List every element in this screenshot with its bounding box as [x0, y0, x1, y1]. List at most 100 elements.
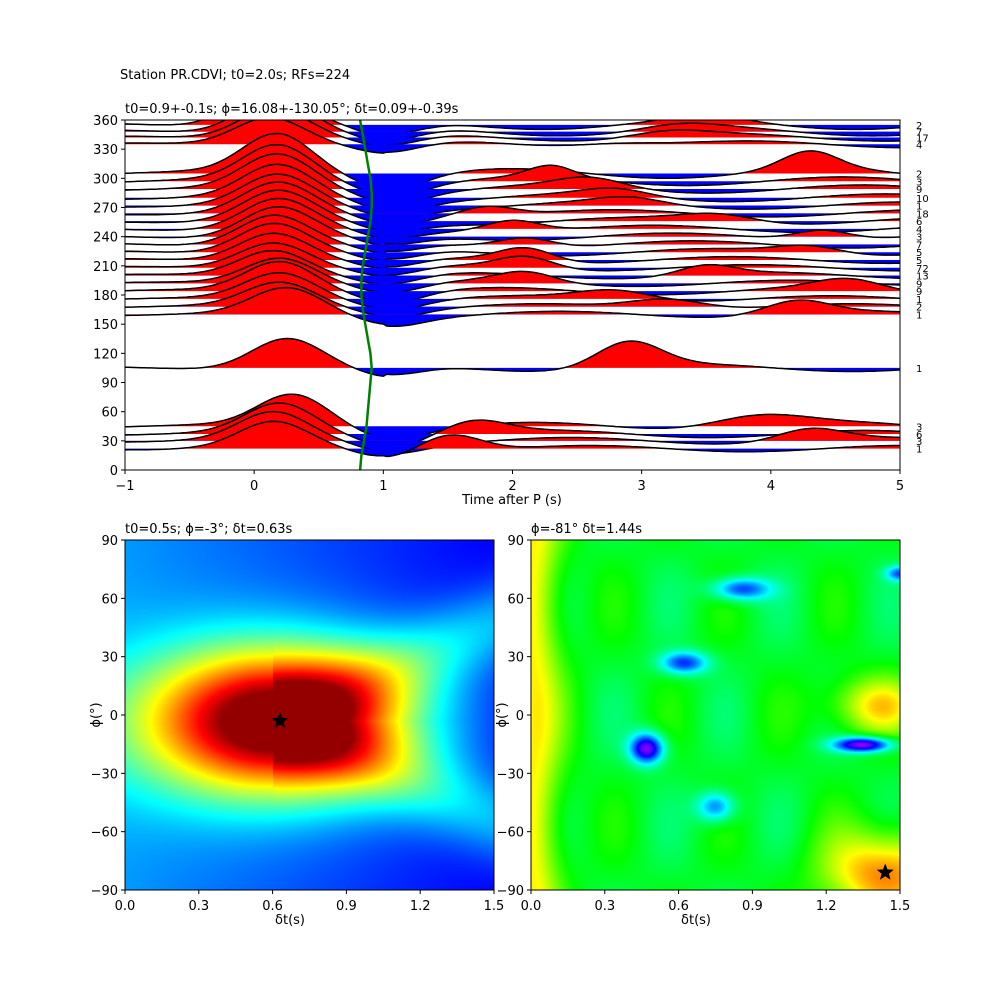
x-tick-label: 1.2	[816, 899, 837, 914]
trace-negative-fill	[125, 367, 900, 377]
y-tick-label: 30	[507, 651, 524, 666]
trace-count-label: 4	[916, 225, 922, 236]
trace-positive-fill	[125, 287, 900, 315]
top-y-axis: 0 30 60 90 120 150 180 210 240 270 300 330 360	[93, 114, 125, 479]
y-tick-label: −60	[497, 826, 524, 841]
right-panel-title: ϕ=-81° δt=1.44s	[531, 522, 642, 537]
right-y-axis-label: ϕ(°)	[495, 702, 510, 727]
right-heatmap	[531, 540, 900, 890]
trace-count-label: 7	[916, 128, 922, 139]
x-tick-label: 0.3	[188, 899, 209, 914]
trace-count-label: 1	[916, 364, 922, 375]
y-tick-label: 60	[507, 592, 524, 607]
trace-line	[125, 197, 900, 239]
trace-count-label: 6	[916, 217, 922, 228]
trace-positive-fill	[125, 120, 900, 145]
x-tick-label: 4	[767, 479, 775, 494]
trace-line	[125, 286, 900, 328]
trace-line	[125, 337, 900, 377]
trace-line	[125, 163, 900, 213]
trace-line	[125, 242, 900, 277]
y-tick-label: −30	[91, 767, 118, 782]
y-tick-label: −90	[497, 884, 524, 899]
best-fit-star	[271, 711, 289, 729]
x-tick-label: −1	[115, 479, 134, 494]
trace-count-label: 13	[916, 272, 929, 283]
trace-positive-fill	[125, 164, 900, 198]
right-heatmap-container	[531, 540, 900, 890]
y-tick-label: −90	[91, 884, 118, 899]
x-tick-label: 0	[250, 479, 258, 494]
trace-line	[125, 402, 900, 449]
trace-count-label: 10	[916, 194, 929, 205]
trace-line	[125, 410, 900, 455]
y-tick-label: 0	[110, 464, 118, 479]
trace-positive-fill	[125, 120, 900, 138]
y-tick-label: 120	[93, 347, 118, 362]
trace-count-label: 1	[916, 202, 922, 213]
y-tick-label: 30	[101, 651, 118, 666]
x-tick-label: 3	[638, 479, 646, 494]
x-tick-label: 0.6	[668, 899, 689, 914]
trace-line	[125, 120, 900, 137]
trace-line	[125, 232, 900, 270]
bottom-left-panel: t0=0.5s; ϕ=-3°; δt=0.63s 0.0 0.3 0.6 0.9 1.2…	[89, 522, 504, 928]
y-tick-label: 60	[101, 406, 118, 421]
trace-line	[125, 173, 900, 219]
x-tick-label: 0.0	[115, 899, 136, 914]
x-tick-label: 0.9	[336, 899, 357, 914]
trace-negative-fill	[125, 244, 900, 254]
right-x-axis-label: δt(s)	[681, 913, 711, 928]
top-x-axis: −1 0 1 2 3 4 5	[115, 470, 904, 494]
trace-line	[125, 272, 900, 312]
trace-negative-fill	[125, 124, 900, 136]
trace-count-label: 2	[916, 121, 922, 132]
x-tick-label: 0.6	[262, 899, 283, 914]
trace-count-label: 3	[916, 422, 922, 433]
trace-count-label: 5	[916, 248, 922, 259]
trace-positive-fill	[125, 411, 900, 441]
trace-line	[125, 420, 900, 458]
trace-positive-fill	[125, 223, 900, 253]
trace-positive-fill	[125, 338, 900, 368]
left-y-axis-label: ϕ(°)	[89, 702, 104, 727]
trace-count-label: 2	[916, 169, 922, 180]
trace-count-label: 6	[916, 430, 922, 441]
y-tick-label: 150	[93, 318, 118, 333]
x-tick-label: 5	[896, 479, 904, 494]
y-tick-label: 300	[93, 172, 118, 187]
y-tick-label: 60	[101, 592, 118, 607]
trace-line	[125, 120, 900, 143]
y-tick-label: 90	[507, 534, 524, 549]
y-tick-label: 0	[516, 709, 524, 724]
y-tick-label: −30	[497, 767, 524, 782]
right-x-axis: 0.0 0.3 0.6 0.9 1.2 1.5	[521, 890, 910, 914]
trace-positive-fill	[125, 144, 900, 182]
y-tick-label: 270	[93, 202, 118, 217]
y-tick-label: 90	[101, 377, 118, 392]
x-tick-label: 0.0	[521, 899, 542, 914]
bottom-right-panel: ϕ=-81° δt=1.44s 0.0 0.3 0.6 0.9 1.2 1.5 −90 −6…	[495, 522, 910, 928]
x-tick-label: 0.9	[742, 899, 763, 914]
trace-positive-fill	[125, 206, 900, 237]
x-tick-label: 0.3	[594, 899, 615, 914]
x-tick-label: 1	[379, 479, 387, 494]
trace-count-label: 18	[916, 209, 929, 220]
x-tick-label: 1.5	[484, 899, 505, 914]
right-best-star	[876, 863, 894, 880]
trace-line	[125, 260, 900, 305]
trace-line	[125, 153, 900, 206]
y-tick-label: 90	[101, 534, 118, 549]
trace-count-label: 5	[916, 256, 922, 267]
trace-positive-fill	[125, 261, 900, 292]
trace-positive-fill	[125, 153, 900, 190]
top-panel-title: t0=0.9+-0.1s; ϕ=16.08+-130.05°; δt=0.09+…	[125, 102, 459, 117]
left-x-axis-label: δt(s)	[275, 913, 305, 928]
trace-positive-fill	[125, 403, 900, 435]
y-tick-label: 360	[93, 114, 118, 129]
y-tick-label: −60	[91, 826, 118, 841]
y-tick-label: 180	[93, 289, 118, 304]
left-best-star	[271, 711, 289, 729]
